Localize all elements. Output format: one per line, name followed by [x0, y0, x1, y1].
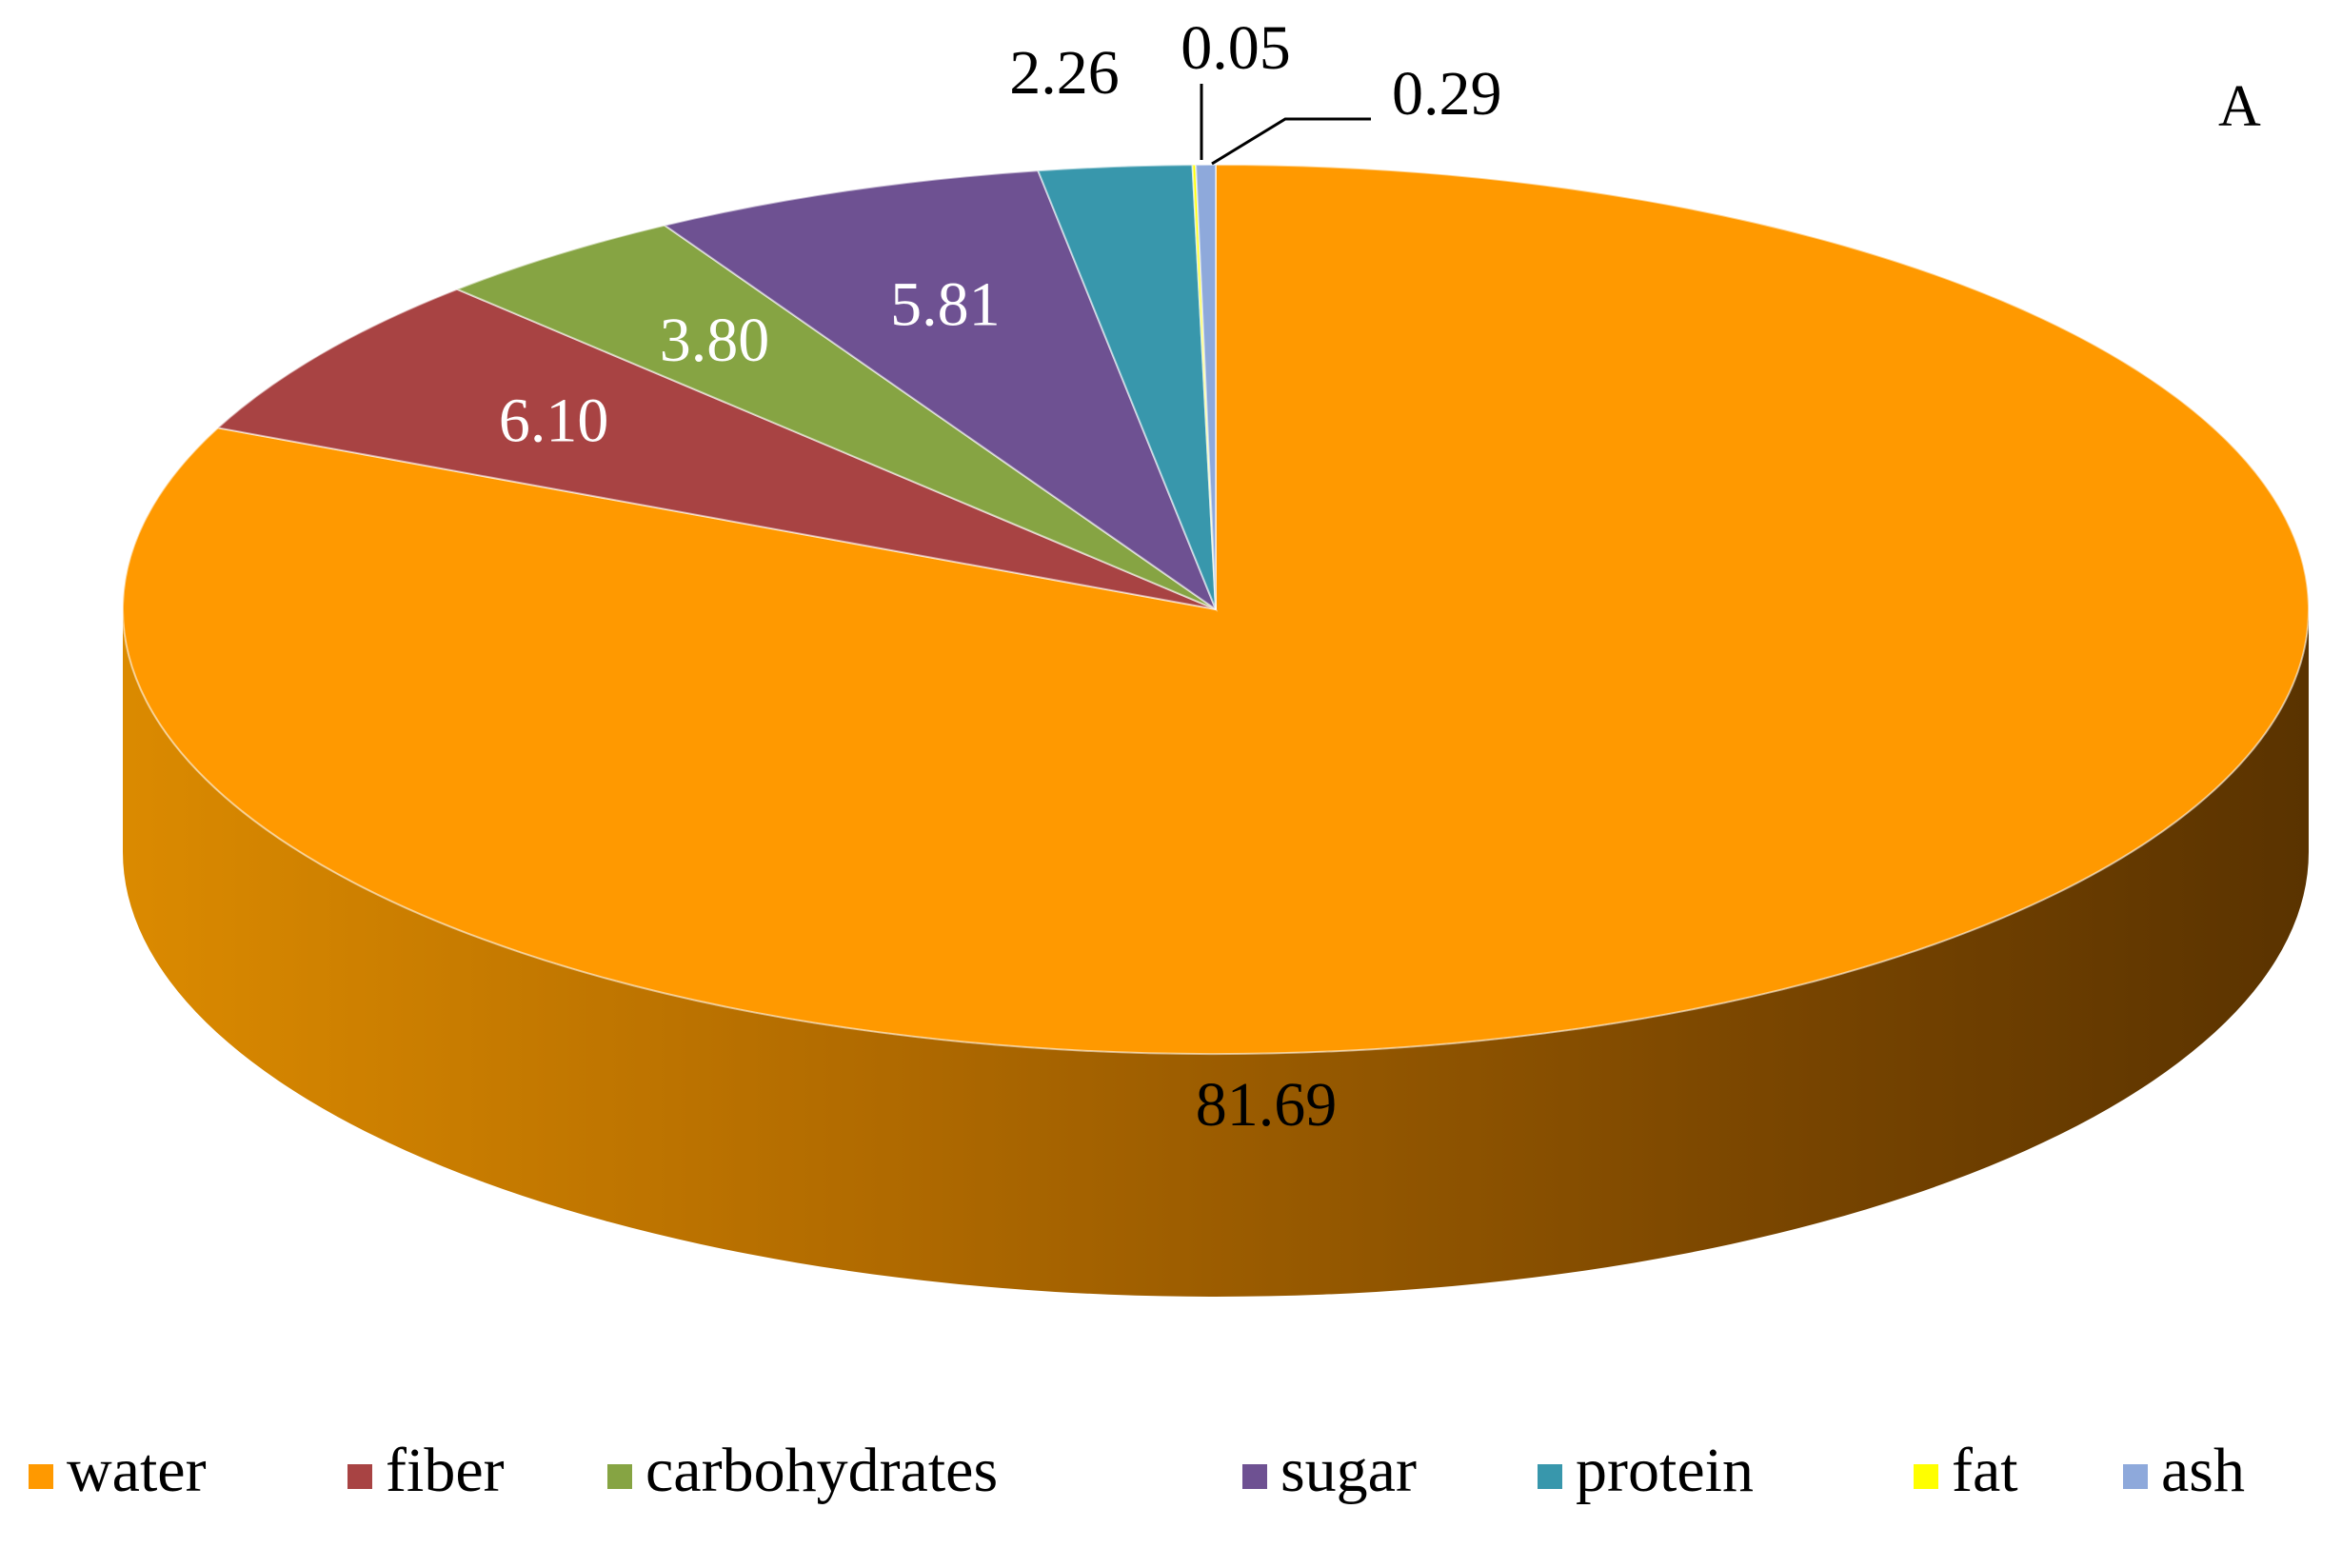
data-label-carbohydrates: 3.80	[660, 306, 770, 375]
legend-swatch-ash	[2123, 1464, 2148, 1489]
legend-item-carbohydrates: carbohydrates	[607, 1436, 998, 1505]
panel-label: A	[2218, 74, 2261, 139]
legend-item-sugar: sugar	[1242, 1436, 1417, 1505]
legend-swatch-fat	[1914, 1464, 1938, 1489]
legend-label-carbohydrates: carbohydrates	[645, 1436, 998, 1505]
legend-item-protein: protein	[1538, 1436, 1754, 1505]
data-label-water: 81.69	[1196, 1070, 1338, 1140]
data-label-fiber: 6.10	[499, 386, 609, 455]
data-label-protein: 2.26	[1009, 38, 1120, 108]
legend-label-protein: protein	[1576, 1436, 1754, 1505]
legend-item-fat: fat	[1914, 1436, 2018, 1505]
data-label-ash: 0.29	[1392, 59, 1502, 129]
legend-label-water: water	[67, 1436, 207, 1505]
legend-item-water: water	[29, 1436, 207, 1505]
leader-lines	[1200, 84, 1371, 166]
legend-item-fiber: fiber	[347, 1436, 505, 1505]
slice-sugar	[662, 169, 1219, 612]
slice-fiber	[215, 288, 1217, 610]
legend-swatch-water	[29, 1464, 53, 1489]
data-label-sugar: 5.81	[890, 269, 1001, 339]
data-labels: 81.69 6.10 3.80 5.81 2.26 0.05 0.29	[499, 13, 1502, 1140]
legend-swatch-carbohydrates	[607, 1464, 632, 1489]
legend-label-ash: ash	[2161, 1436, 2245, 1505]
legend-item-ash: ash	[2123, 1436, 2245, 1505]
legend-swatch-sugar	[1242, 1464, 1267, 1489]
slice-ash	[1195, 163, 1217, 610]
leader-line-ash	[1211, 117, 1371, 166]
legend: water fiber carbohydrates sugar protein fat as…	[29, 1436, 2245, 1505]
legend-label-sugar: sugar	[1280, 1436, 1417, 1505]
legend-swatch-protein	[1538, 1464, 1562, 1489]
legend-label-fiber: fiber	[386, 1436, 505, 1505]
pie-side-walls	[123, 609, 2309, 1297]
data-label-fat: 0.05	[1181, 13, 1291, 83]
pie-slices	[122, 163, 2310, 1055]
legend-swatch-fiber	[347, 1464, 372, 1489]
slice-side-water	[123, 609, 2309, 1297]
slice-carbohydrates	[454, 224, 1217, 610]
legend-label-fat: fat	[1952, 1436, 2018, 1505]
